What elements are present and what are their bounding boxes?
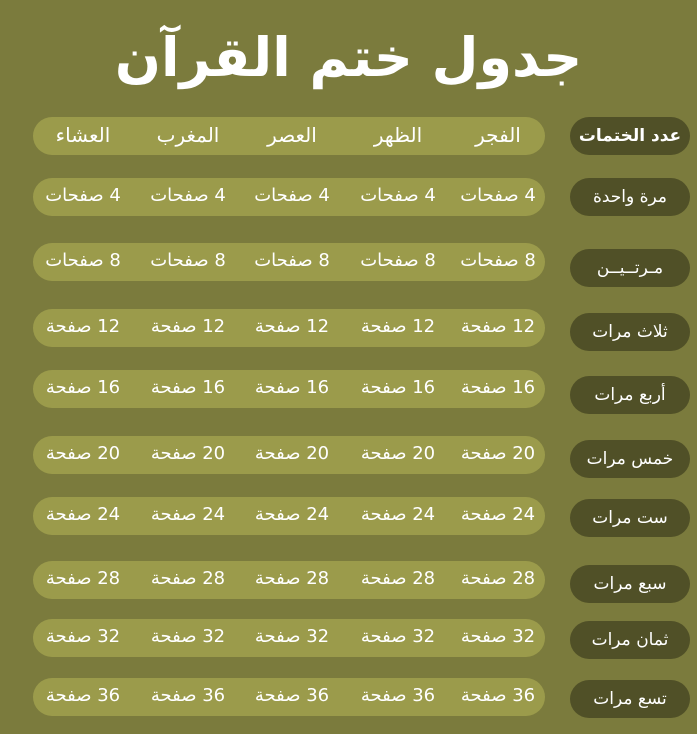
table-cell: 16 صفحة (460, 377, 536, 398)
table-cell: 12 صفحة (150, 316, 226, 337)
table-cell: 20 صفحة (45, 443, 121, 464)
table-cell: 36 صفحة (254, 685, 330, 706)
table-cell: 4 صفحات (460, 185, 536, 206)
table-cell: 24 صفحة (360, 504, 436, 525)
row-label: تسع مرات (570, 680, 690, 718)
table-cell: 20 صفحة (150, 443, 226, 464)
table-cell: 8 صفحات (360, 250, 436, 271)
table-cell: 8 صفحات (45, 250, 121, 271)
table-cell: 16 صفحة (45, 377, 121, 398)
table-cell: 28 صفحة (360, 568, 436, 589)
column-header: العصر (267, 123, 317, 147)
table-row: 12 صفحة 12 صفحة 12 صفحة 12 صفحة 12 صفحة ثلاث … (0, 309, 697, 351)
header-label: عدد الختمات (570, 117, 690, 155)
table-cell: 4 صفحات (360, 185, 436, 206)
table-row: 36 صفحة 36 صفحة 36 صفحة 36 صفحة 36 صفحة تسع م… (0, 678, 697, 718)
table-cell: 8 صفحات (150, 250, 226, 271)
table-row: 8 صفحات 8 صفحات 8 صفحات 8 صفحات 8 صفحات مـرتـ… (0, 243, 697, 287)
cells-pill (33, 309, 545, 347)
table-cell: 36 صفحة (460, 685, 536, 706)
cells-pill (33, 619, 545, 657)
table-cell: 20 صفحة (360, 443, 436, 464)
table-row: 16 صفحة 16 صفحة 16 صفحة 16 صفحة 16 صفحة أربع … (0, 370, 697, 414)
column-header: الظهر (373, 123, 423, 147)
column-header: المغرب (156, 123, 220, 147)
table-cell: 4 صفحات (45, 185, 121, 206)
table-cell: 36 صفحة (150, 685, 226, 706)
cells-pill (33, 436, 545, 474)
table-cell: 24 صفحة (460, 504, 536, 525)
table-cell: 20 صفحة (460, 443, 536, 464)
table-cell: 28 صفحة (150, 568, 226, 589)
table-cell: 32 صفحة (45, 626, 121, 647)
table-cell: 8 صفحات (254, 250, 330, 271)
cells-pill (33, 370, 545, 408)
table-cell: 32 صفحة (460, 626, 536, 647)
row-label: أربع مرات (570, 376, 690, 414)
table-cell: 28 صفحة (460, 568, 536, 589)
row-label: ثمان مرات (570, 621, 690, 659)
table-cell: 16 صفحة (254, 377, 330, 398)
table-cell: 28 صفحة (45, 568, 121, 589)
table-row: 32 صفحة 32 صفحة 32 صفحة 32 صفحة 32 صفحة ثمان … (0, 619, 697, 659)
page-title: جدول ختم القرآن (114, 26, 583, 89)
cells-pill (33, 497, 545, 535)
table-cell: 36 صفحة (45, 685, 121, 706)
table-row: 4 صفحات 4 صفحات 4 صفحات 4 صفحات 4 صفحات مرة و… (0, 178, 697, 216)
table-cell: 12 صفحة (460, 316, 536, 337)
table-cell: 16 صفحة (360, 377, 436, 398)
table-cell: 24 صفحة (254, 504, 330, 525)
table-cell: 24 صفحة (150, 504, 226, 525)
cells-pill (33, 243, 545, 281)
column-header: العشاء (55, 123, 111, 147)
row-label: ثلاث مرات (570, 313, 690, 351)
row-label: خمس مرات (570, 440, 690, 478)
cells-pill (33, 178, 545, 216)
cells-pill (33, 561, 545, 599)
row-label: مرة واحدة (570, 178, 690, 216)
header-row: الفجر الظهر العصر المغرب العشاء عدد الختمات (0, 117, 697, 155)
table-cell: 32 صفحة (254, 626, 330, 647)
cells-pill (33, 117, 545, 155)
table-row: 28 صفحة 28 صفحة 28 صفحة 28 صفحة 28 صفحة سبع م… (0, 561, 697, 603)
table-cell: 4 صفحات (150, 185, 226, 206)
table-cell: 32 صفحة (150, 626, 226, 647)
row-label: مـرتــيــن (570, 249, 690, 287)
table-cell: 28 صفحة (254, 568, 330, 589)
table-cell: 16 صفحة (150, 377, 226, 398)
cells-pill (33, 678, 545, 716)
table-cell: 8 صفحات (460, 250, 536, 271)
table-cell: 12 صفحة (360, 316, 436, 337)
row-label: ست مرات (570, 499, 690, 537)
column-header: الفجر (475, 123, 521, 147)
table-cell: 12 صفحة (254, 316, 330, 337)
table-cell: 4 صفحات (254, 185, 330, 206)
table-row: 20 صفحة 20 صفحة 20 صفحة 20 صفحة 20 صفحة خمس م… (0, 436, 697, 478)
table-cell: 24 صفحة (45, 504, 121, 525)
table-cell: 12 صفحة (45, 316, 121, 337)
table-cell: 32 صفحة (360, 626, 436, 647)
table-row: 24 صفحة 24 صفحة 24 صفحة 24 صفحة 24 صفحة ست مر… (0, 497, 697, 537)
row-label: سبع مرات (570, 565, 690, 603)
table-cell: 36 صفحة (360, 685, 436, 706)
table-cell: 20 صفحة (254, 443, 330, 464)
